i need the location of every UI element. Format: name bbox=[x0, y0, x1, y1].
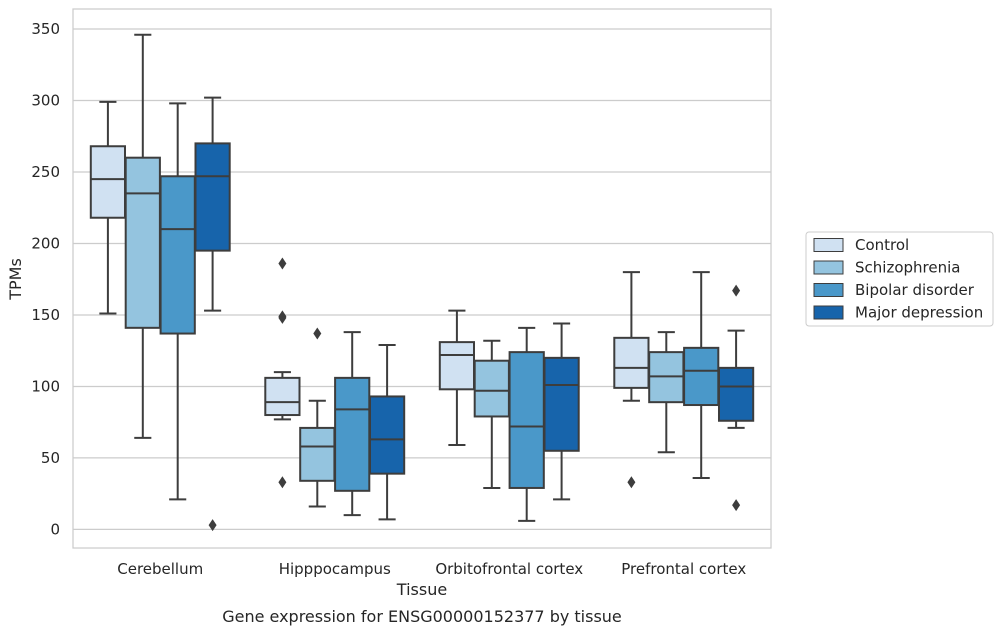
box-schizophrenia bbox=[473, 339, 510, 489]
iqr-box bbox=[613, 336, 650, 389]
box-control bbox=[438, 309, 476, 447]
box-major-depression bbox=[368, 343, 406, 521]
outlier-point bbox=[313, 327, 322, 340]
x-tick-label: Prefrontal cortex bbox=[621, 560, 746, 578]
iqr-box bbox=[438, 341, 476, 391]
outlier-point bbox=[278, 257, 287, 270]
box-bipolar-disorder bbox=[508, 326, 545, 522]
y-axis-ticks: 0 50 100 150 200 250 300 350 bbox=[31, 20, 60, 538]
y-tick-label: 0 bbox=[50, 520, 60, 538]
iqr-box bbox=[334, 376, 371, 492]
iqr-box bbox=[717, 366, 755, 422]
box-schizophrenia bbox=[648, 331, 685, 454]
x-tick-label: Hipppocampus bbox=[279, 560, 391, 578]
box-bipolar-disorder bbox=[159, 102, 196, 501]
outlier-point bbox=[627, 476, 636, 489]
plot-frame bbox=[72, 8, 772, 549]
iqr-box bbox=[368, 395, 406, 475]
box-bipolar-disorder bbox=[334, 331, 371, 517]
outlier-point bbox=[278, 311, 287, 324]
iqr-box bbox=[473, 359, 510, 418]
y-tick-label: 100 bbox=[31, 377, 60, 395]
x-axis-ticks: Cerebellum Hipppocampus Orbitofrontal cort… bbox=[117, 560, 746, 578]
box-bipolar-disorder bbox=[683, 271, 720, 479]
y-axis-label: TPMs bbox=[6, 258, 25, 301]
y-tick-label: 50 bbox=[41, 449, 60, 467]
box-control bbox=[89, 100, 127, 315]
y-tick-label: 250 bbox=[31, 163, 60, 181]
box-schizophrenia bbox=[299, 327, 336, 508]
legend: Control Schizophrenia Bipolar disorder Majo… bbox=[805, 231, 994, 327]
iqr-box bbox=[124, 156, 161, 329]
plot-area bbox=[89, 33, 755, 532]
iqr-box bbox=[159, 175, 196, 335]
y-tick-label: 200 bbox=[31, 234, 60, 252]
legend-swatch bbox=[813, 305, 844, 320]
iqr-box bbox=[194, 142, 231, 252]
iqr-box bbox=[299, 426, 336, 482]
y-tick-label: 150 bbox=[31, 306, 60, 324]
legend-swatch bbox=[813, 260, 844, 275]
x-tick-label: Orbitofrontal cortex bbox=[435, 560, 583, 578]
iqr-box bbox=[683, 346, 720, 407]
y-tick-label: 350 bbox=[31, 20, 60, 38]
box-major-depression bbox=[194, 96, 231, 532]
y-tick-label: 300 bbox=[31, 92, 60, 110]
box-schizophrenia bbox=[124, 33, 161, 439]
outlier-point bbox=[208, 519, 217, 532]
iqr-box bbox=[543, 356, 580, 452]
legend-label: Control bbox=[855, 236, 909, 254]
legend-swatch bbox=[813, 283, 844, 297]
box-major-depression bbox=[543, 322, 580, 501]
outlier-point bbox=[732, 284, 741, 297]
x-axis-label: Tissue bbox=[396, 580, 447, 599]
iqr-box bbox=[264, 376, 301, 417]
x-tick-label: Cerebellum bbox=[117, 560, 203, 578]
legend-label: Schizophrenia bbox=[855, 259, 960, 277]
iqr-box bbox=[89, 145, 127, 219]
box-major-depression bbox=[717, 284, 755, 512]
outlier-point bbox=[278, 476, 287, 489]
box-control bbox=[264, 257, 301, 489]
box-control bbox=[613, 271, 650, 489]
legend-label: Major depression bbox=[855, 304, 983, 322]
chart-title: Gene expression for ENSG00000152377 by t… bbox=[222, 607, 622, 626]
legend-frame bbox=[805, 231, 994, 327]
legend-label: Bipolar disorder bbox=[855, 281, 975, 299]
outlier-point bbox=[732, 499, 741, 512]
iqr-box bbox=[508, 351, 545, 489]
legend-swatch bbox=[813, 238, 844, 252]
